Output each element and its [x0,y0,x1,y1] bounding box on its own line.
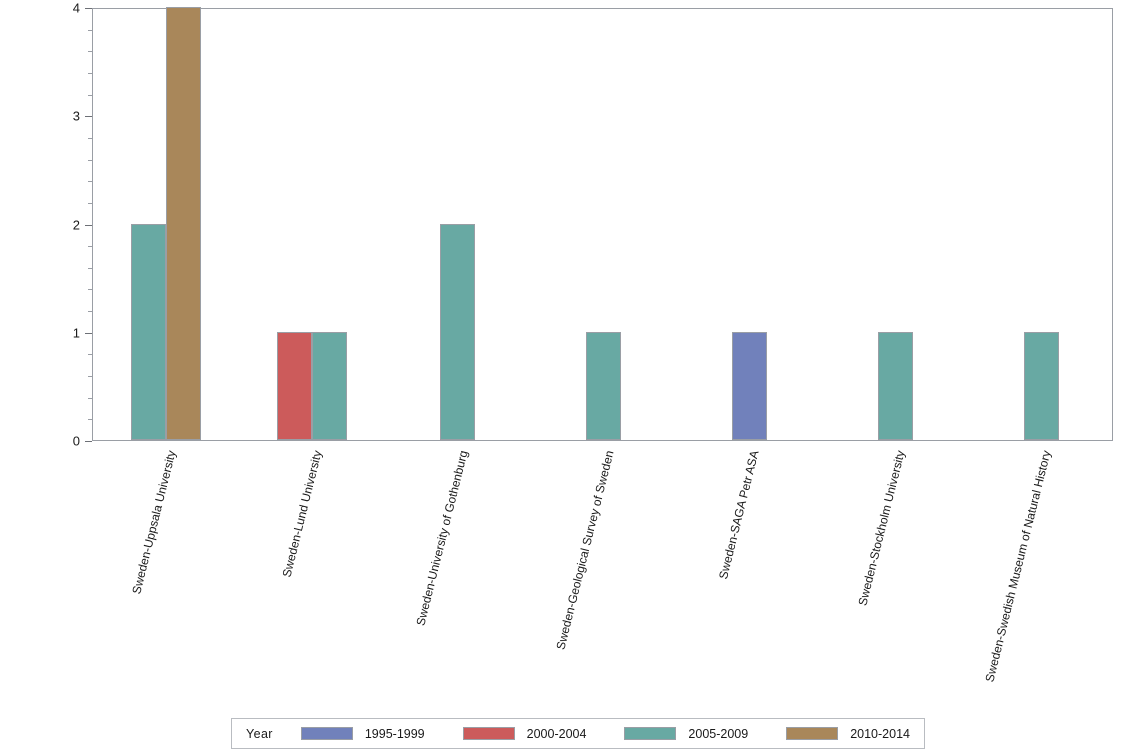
legend-entry-label: 1995-1999 [364,726,425,741]
x-axis-category-label: Sweden-Swedish Museum of Natural History [982,449,1053,683]
x-axis-category-label-text: Sweden-Uppsala University [129,449,179,596]
legend-entry-label: 2010-2014 [850,726,910,741]
y-tick-minor [88,289,92,291]
bar [731,331,767,440]
legend-color-swatch [462,727,515,740]
y-tick-minor [88,72,92,74]
bar [165,7,201,440]
x-axis-category-label: Sweden-Uppsala University [129,449,178,595]
y-tick-label: 0 [72,433,80,449]
y-tick-minor [88,267,92,269]
y-tick-minor [88,29,92,31]
legend-color-swatch [624,727,677,740]
y-tick-minor [88,419,92,421]
bar [1023,331,1059,440]
y-axis: 0 1 2 3 4 [72,0,92,449]
y-tick-minor [88,202,92,204]
legend-entry-label: 2005-2009 [688,726,749,741]
y-tick-label: 1 [72,325,80,341]
x-axis-category-label-text: Sweden-University of Gothenburg [413,449,471,628]
x-axis-category-label-text: Sweden-Stockholm University [855,449,908,608]
chart-legend: Year 1995-1999 2000-2004 2005-2009 2010-201… [231,718,925,749]
legend-color-swatch [786,727,839,740]
y-tick-major [85,116,92,118]
y-tick-minor [88,311,92,313]
y-tick-minor [88,376,92,378]
y-tick-minor [88,94,92,96]
bar [586,331,621,440]
y-tick-label: 2 [72,217,80,232]
legend-entry[interactable]: 2005-2009 [624,727,748,741]
legend-entry-label: 2000-2004 [526,726,587,741]
x-axis-category-label-text: Sweden-Lund University [279,449,325,579]
y-tick-major [85,332,92,334]
y-tick-major [85,8,92,9]
y-tick-minor [88,181,92,183]
legend-entry[interactable]: 2010-2014 [786,727,910,741]
bar [130,223,166,440]
y-tick-minor [88,137,92,139]
x-axis-category-label: Sweden-Geological Survey of Sweden [553,449,616,651]
bar [877,331,913,440]
x-axis-category-label: Sweden-Lund University [279,449,324,579]
x-axis-category-label-text: Sweden-Swedish Museum of Natural History [982,449,1054,684]
y-tick-major [85,441,92,442]
y-tick-minor [88,159,92,161]
bar [276,331,312,440]
legend-title: Year [246,726,273,741]
bar [311,331,347,440]
x-axis-category-label-text: Sweden-SAGA Petr ASA [716,449,762,581]
x-axis-labels: Sweden-Uppsala University Sweden-Lund Uni… [92,441,1113,701]
x-axis-category-label: Sweden-University of Gothenburg [413,449,470,627]
legend-color-swatch [300,727,353,740]
legend-entry[interactable]: 1995-1999 [300,726,425,741]
y-tick-label: 3 [72,108,80,124]
legend-entry[interactable]: 2000-2004 [462,726,587,741]
bar [440,223,476,440]
y-tick-minor [88,246,92,248]
x-axis-category-label: Sweden-SAGA Petr ASA [716,449,762,581]
plot-area [92,7,1113,441]
y-tick-minor [88,51,92,53]
y-tick-minor [88,354,92,356]
y-tick-major [85,224,92,226]
x-axis-category-label: Sweden-Stockholm University [856,449,908,607]
y-tick-label: 4 [72,0,80,16]
y-tick-minor [88,397,92,399]
x-axis-category-label-text: Sweden-Geological Survey of Sweden [552,449,617,652]
